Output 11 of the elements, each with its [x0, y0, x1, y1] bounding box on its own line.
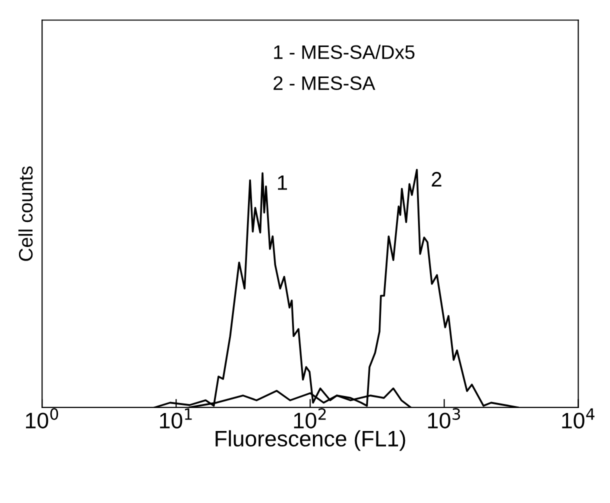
text: 2 - MES-SA — [274, 76, 376, 90]
x-tick-label: 10$^{1}$ — [160, 408, 192, 428]
series-label: 2 — [432, 172, 442, 186]
x-tick-label: 10$^{4}$ — [562, 408, 594, 428]
x-axis-title: Fluorescence (FL1) — [216, 430, 406, 451]
text: 1 - MES-SA/Dx5 — [274, 44, 414, 60]
x-tick-label: 10$^{0}$ — [26, 408, 58, 428]
x-tick-label: 10$^{3}$ — [428, 408, 460, 428]
x-tick-label: 10$^{2}$ — [294, 408, 326, 428]
y-axis-title: Cell counts — [18, 166, 33, 261]
series-label: 1 — [278, 175, 287, 190]
